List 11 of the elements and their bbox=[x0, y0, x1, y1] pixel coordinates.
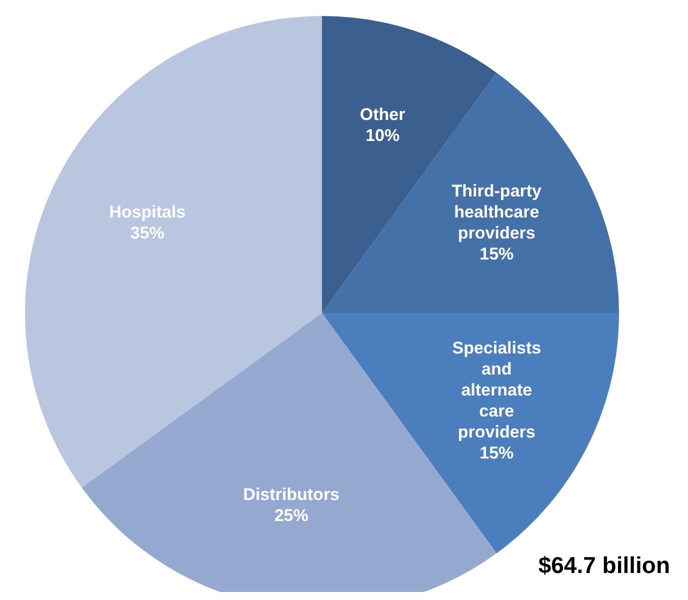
slice-label: Third-party healthcare providers bbox=[452, 182, 542, 243]
slice-label: Hospitals bbox=[109, 202, 186, 222]
slice-label: Specialists and alternate care providers bbox=[452, 338, 542, 442]
data-label: 25% bbox=[274, 506, 308, 526]
data-label: 10% bbox=[366, 126, 400, 146]
text: $64.7 billion bbox=[538, 552, 670, 578]
data-label: 15% bbox=[480, 244, 514, 264]
data-label: 35% bbox=[130, 224, 164, 243]
slice-label: Distributors bbox=[243, 486, 340, 505]
data-label: 15% bbox=[480, 444, 514, 463]
slice-label: Other bbox=[360, 106, 406, 125]
